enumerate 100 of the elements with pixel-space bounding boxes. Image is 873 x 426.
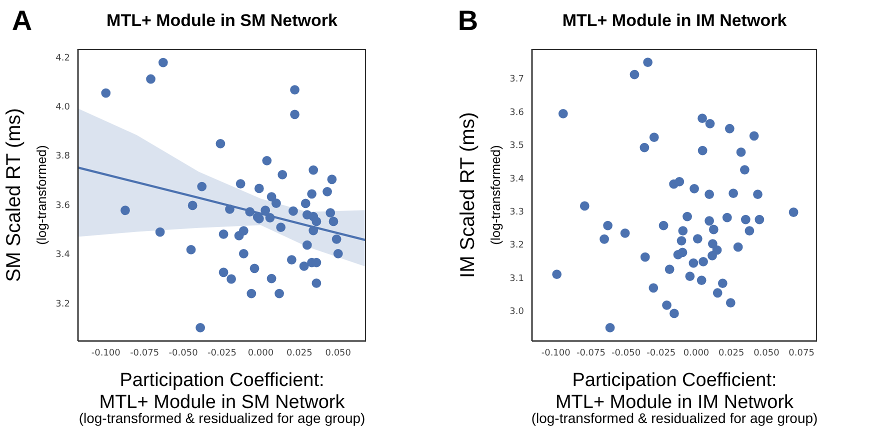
point — [262, 156, 272, 166]
point — [218, 230, 228, 239]
point — [670, 308, 679, 318]
x-tick-label: -0.050 — [168, 348, 198, 358]
point — [724, 124, 734, 134]
point — [308, 165, 318, 175]
line-series — [78, 166, 366, 242]
point — [708, 251, 717, 260]
x-tick-label: 0.000 — [248, 348, 274, 358]
x-tick-label: -0.050 — [612, 348, 641, 358]
point — [718, 278, 728, 288]
point — [749, 131, 759, 141]
point — [245, 207, 255, 217]
point — [685, 272, 695, 281]
y-tick-label: 3.4 — [510, 174, 524, 184]
point — [603, 220, 613, 230]
point — [290, 110, 300, 120]
point — [640, 252, 650, 262]
y-tick-label: 4.2 — [56, 53, 70, 64]
y-tick-label: 3.3 — [510, 207, 524, 218]
point — [744, 226, 754, 236]
point — [688, 258, 698, 268]
point — [225, 204, 234, 214]
point — [308, 226, 318, 236]
point — [728, 188, 738, 198]
point — [276, 222, 286, 232]
point — [605, 323, 615, 332]
point — [558, 109, 568, 118]
y-tick-label: 3.6 — [56, 200, 70, 211]
point — [216, 139, 226, 148]
point — [197, 182, 207, 192]
point — [238, 226, 248, 236]
point — [722, 212, 732, 222]
point — [328, 216, 338, 226]
point — [236, 179, 246, 189]
point — [678, 226, 688, 236]
x-tick-label: 0.025 — [286, 348, 312, 358]
point — [226, 274, 236, 284]
point — [120, 206, 130, 216]
point — [740, 165, 750, 174]
point — [788, 208, 798, 217]
point — [271, 198, 281, 208]
point — [312, 216, 322, 226]
point — [630, 70, 640, 80]
point — [704, 216, 714, 226]
point — [286, 255, 296, 265]
point — [274, 288, 284, 298]
y-tick-label: 3.0 — [510, 307, 524, 317]
y-tick-label: 3.8 — [56, 152, 70, 162]
point — [674, 177, 684, 186]
y-tick-label: 4.0 — [56, 102, 70, 113]
point — [640, 142, 650, 152]
point — [552, 270, 562, 280]
point — [698, 256, 708, 266]
x-tick-label: 0.050 — [754, 348, 780, 358]
x-tick-label: -0.075 — [576, 348, 606, 358]
point — [753, 190, 762, 200]
point — [266, 192, 276, 202]
point — [682, 212, 692, 222]
y-tick-label: 3.4 — [56, 250, 70, 260]
point — [307, 189, 317, 199]
point — [692, 234, 702, 244]
point — [250, 264, 260, 274]
y-tick-label: 3.7 — [510, 74, 524, 85]
point — [662, 300, 672, 310]
x-tick-label: 0.000 — [683, 348, 710, 358]
x-tick-label: 0.025 — [718, 348, 744, 358]
x-tick-label: -0.025 — [646, 348, 676, 358]
x-axis-title: Participation Coefficient: MTL+ Module in SM Network (log-transformed & residualized for age group) — [78, 370, 366, 426]
point — [736, 147, 746, 157]
point — [327, 174, 337, 184]
y-tick-label: 3.2 — [56, 299, 70, 310]
point — [332, 234, 342, 244]
point — [754, 214, 764, 224]
point — [101, 88, 111, 98]
point — [690, 184, 699, 194]
point — [188, 200, 198, 210]
x-tick-label: -0.100 — [91, 348, 121, 358]
point — [698, 146, 708, 156]
point — [218, 268, 228, 278]
point — [733, 242, 743, 252]
text: B — [458, 5, 478, 36]
point — [708, 224, 718, 234]
point — [299, 262, 309, 271]
x-axis-title: Participation Coefficient: MTL+ Module in IM Network (log-transformed & residualized for age group) — [531, 370, 818, 426]
x-tick-label: -0.025 — [207, 348, 237, 358]
point — [146, 74, 156, 84]
point — [620, 228, 630, 238]
point — [740, 214, 750, 224]
point — [266, 274, 276, 284]
point — [238, 248, 248, 258]
point — [726, 298, 736, 308]
point — [300, 198, 310, 208]
point — [698, 114, 707, 124]
point — [265, 213, 275, 222]
y-tick-label: 3.1 — [510, 274, 524, 284]
point — [290, 85, 300, 95]
point — [705, 118, 715, 128]
point — [254, 184, 264, 194]
y-axis-title: IM Scaled RT (ms) (log-transformed) — [457, 112, 503, 278]
